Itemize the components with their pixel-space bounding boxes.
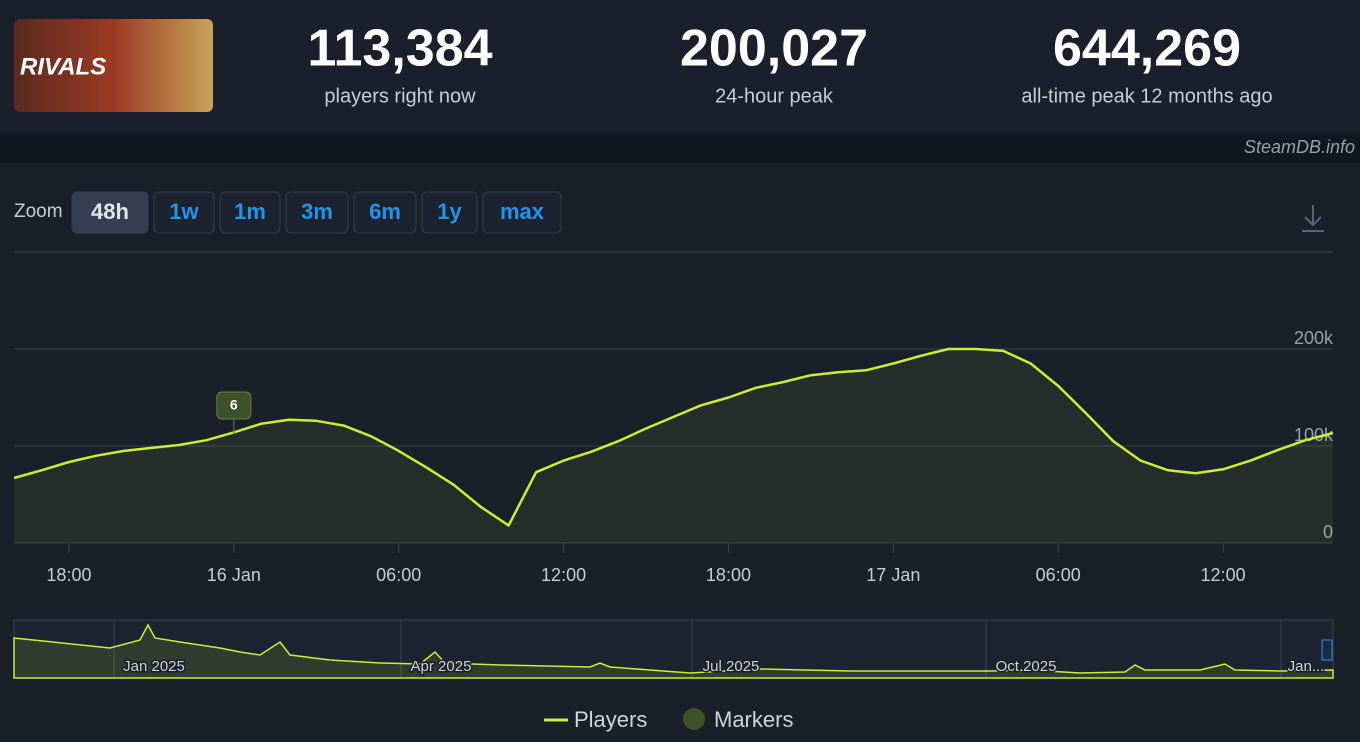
stat-label: players right now [324, 85, 476, 107]
navigator-label: Jan 2025 [123, 658, 185, 675]
navigator-label: Jan... [1288, 658, 1325, 675]
y-tick-label: 0 [1323, 522, 1333, 542]
legend: Players Markers [544, 707, 793, 732]
stat-value: 200,027 [680, 20, 868, 78]
x-tick-label: 18:00 [706, 565, 751, 585]
navigator-label: Apr 2025 [411, 658, 472, 675]
zoom-button-label: 3m [301, 199, 333, 224]
navigator-label: Oct 2025 [996, 658, 1057, 675]
zoom-button[interactable] [353, 191, 417, 234]
series-area [14, 349, 1333, 543]
source[interactable]: SteamDB.info [1244, 137, 1355, 157]
navigator-line [13, 623, 1334, 679]
navigator: Jan 2025 Apr 2025 Jul 2025 Oct 2025 Jan.… [13, 619, 1334, 679]
x-tick-label: 06:00 [1036, 565, 1081, 585]
download-icon[interactable] [1302, 205, 1324, 232]
zoom-button[interactable] [153, 191, 215, 234]
zoom-button-label: 6m [369, 199, 401, 224]
navigator-handle[interactable] [1321, 639, 1333, 661]
zoom-button-label: max [500, 199, 545, 224]
legend-swatch[interactable] [683, 708, 705, 730]
legend-label[interactable]: Players [574, 707, 647, 732]
x-tick-label: 12:00 [1201, 565, 1246, 585]
y-tick-label: 200k [1294, 328, 1334, 348]
marker-label: 6 [230, 397, 238, 413]
zoom-button[interactable] [482, 191, 562, 234]
x-tick-label: 17 Jan [866, 565, 920, 585]
zoom-button[interactable] [421, 191, 478, 234]
stat-label: all-time peak 12 months ago [1021, 85, 1272, 107]
stat-value: 113,384 [307, 20, 492, 78]
zoom-button[interactable] [219, 191, 281, 234]
zoom-button[interactable] [285, 191, 349, 234]
legend-label[interactable]: Markers [714, 707, 793, 732]
navigator-label: Jul 2025 [703, 658, 760, 675]
stat-value: 644,269 [1053, 20, 1241, 78]
marker-flag[interactable] [216, 391, 252, 420]
zoom-button-label: 1y [437, 199, 462, 224]
game-image[interactable] [14, 19, 213, 112]
x-tick-label: 12:00 [541, 565, 586, 585]
x-tick-label: 18:00 [46, 565, 91, 585]
logo-text: RIVALS [20, 53, 106, 80]
zoom-buttons: 48h 1w 1m 3m 6m 1y max [71, 191, 562, 234]
zoom-button[interactable] [71, 191, 149, 234]
x-tick-label: 16 Jan [207, 565, 261, 585]
zoom-button-label: 1m [234, 199, 266, 224]
stat-label: 24-hour peak [715, 85, 834, 107]
x-tick-label: 06:00 [376, 565, 421, 585]
header-bg [0, 0, 1360, 134]
zoom-label: Zoom [14, 201, 63, 222]
zoom-button-label: 48h [91, 199, 129, 224]
strip-bg [0, 134, 1360, 163]
zoom-button-label: 1w [169, 199, 199, 224]
